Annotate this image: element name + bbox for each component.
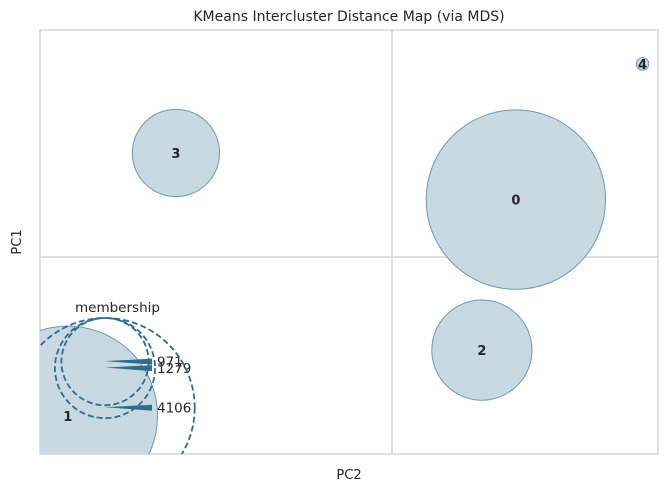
legend-title: membership xyxy=(75,300,160,316)
legend-value-971: 971 xyxy=(157,355,183,371)
cluster-2-bubble xyxy=(431,299,533,401)
cluster-3-bubble xyxy=(131,108,221,198)
legend-leader-1279 xyxy=(105,365,152,372)
cluster-4-bubble xyxy=(635,57,650,71)
legend-value-4106: 4106 xyxy=(157,401,191,417)
cluster-3-label: 3 xyxy=(171,147,180,162)
cluster-0-bubble xyxy=(425,109,607,290)
y-axis-label: PC1 xyxy=(10,229,25,254)
legend-circle-1279 xyxy=(54,317,156,420)
cluster-1-label: 1 xyxy=(63,410,72,425)
x-axis-label: PC2 xyxy=(336,468,361,483)
legend-leader-971 xyxy=(105,358,152,365)
legend-leader-4106 xyxy=(105,404,152,411)
legend-value-1279: 1279 xyxy=(157,361,191,377)
legend-circle-4106 xyxy=(40,317,196,454)
cluster-0-label: 0 xyxy=(511,194,520,209)
cluster-bubbles xyxy=(40,57,650,454)
cluster-4-label: 4 xyxy=(638,58,647,73)
chart-title: KMeans Intercluster Distance Map (via MD… xyxy=(193,9,504,25)
cluster-labels: 0 1 2 3 4 xyxy=(63,58,647,425)
cluster-2-label: 2 xyxy=(477,344,486,359)
